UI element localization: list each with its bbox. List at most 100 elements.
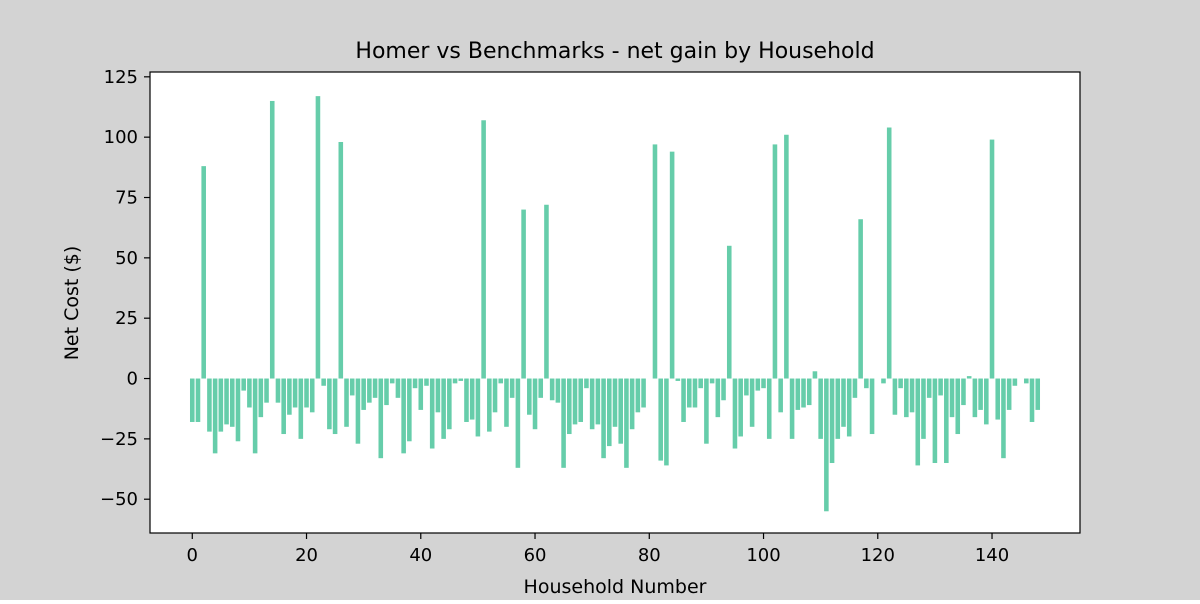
bar-household-26 xyxy=(339,142,344,379)
bar-household-32 xyxy=(373,379,378,398)
bar-household-12 xyxy=(259,379,264,418)
x-tick-label: 60 xyxy=(524,545,547,566)
bar-household-93 xyxy=(721,379,726,401)
bar-household-81 xyxy=(653,144,658,378)
bar-household-69 xyxy=(584,379,589,389)
bar-household-58 xyxy=(521,210,526,379)
bar-household-66 xyxy=(567,379,572,435)
bar-household-7 xyxy=(230,379,235,427)
x-tick-label: 40 xyxy=(409,545,432,566)
bar-household-110 xyxy=(818,379,823,439)
bar-household-33 xyxy=(379,379,384,459)
bar-household-94 xyxy=(727,246,732,379)
bar-household-54 xyxy=(498,379,503,384)
bar-household-43 xyxy=(436,379,441,413)
y-tick-label: −25 xyxy=(100,429,138,450)
bar-household-146 xyxy=(1024,379,1029,384)
bar-household-8 xyxy=(236,379,241,442)
bar-household-67 xyxy=(573,379,578,425)
bar-household-99 xyxy=(756,379,761,391)
bar-household-20 xyxy=(304,379,309,408)
bar-household-79 xyxy=(641,379,646,408)
bar-household-136 xyxy=(967,376,972,378)
bar-household-18 xyxy=(293,379,298,408)
bar-household-119 xyxy=(870,379,875,435)
bar-household-144 xyxy=(1013,379,1018,386)
bar-household-34 xyxy=(384,379,389,406)
bar-household-0 xyxy=(190,379,195,422)
bar-household-3 xyxy=(207,379,212,432)
x-tick-label: 80 xyxy=(638,545,661,566)
bar-household-55 xyxy=(504,379,509,427)
bar-household-115 xyxy=(847,379,852,437)
bar-household-35 xyxy=(390,379,395,384)
bar-household-76 xyxy=(624,379,629,468)
bar-household-137 xyxy=(973,379,978,418)
bar-household-62 xyxy=(544,205,549,379)
bar-household-139 xyxy=(984,379,989,425)
bar-household-78 xyxy=(636,379,641,413)
bar-household-92 xyxy=(716,379,721,418)
bar-household-49 xyxy=(470,379,475,420)
y-tick-label: 50 xyxy=(115,248,138,269)
bar-household-27 xyxy=(344,379,349,427)
bar-household-114 xyxy=(841,379,846,427)
bar-household-131 xyxy=(938,379,943,396)
bar-household-142 xyxy=(1001,379,1006,459)
bar-household-128 xyxy=(921,379,926,439)
bar-household-143 xyxy=(1007,379,1012,410)
plot-area xyxy=(150,72,1080,533)
bar-household-87 xyxy=(687,379,692,408)
bar-household-25 xyxy=(333,379,338,435)
bar-household-38 xyxy=(407,379,412,442)
bar-household-111 xyxy=(824,379,829,512)
bar-household-5 xyxy=(219,379,224,432)
bar-household-88 xyxy=(693,379,698,408)
bar-household-101 xyxy=(767,379,772,439)
x-axis-label: Household Number xyxy=(524,576,707,598)
bar-household-56 xyxy=(510,379,515,398)
y-axis-label: Net Cost ($) xyxy=(61,246,83,361)
bar-household-30 xyxy=(361,379,366,410)
y-tick-label: 125 xyxy=(104,67,138,88)
bar-household-10 xyxy=(247,379,252,408)
bar-household-70 xyxy=(590,379,595,430)
bar-household-11 xyxy=(253,379,258,454)
bar-household-13 xyxy=(264,379,269,403)
bar-household-104 xyxy=(784,135,789,379)
bar-household-113 xyxy=(836,379,841,439)
bar-household-37 xyxy=(401,379,406,454)
bar-household-19 xyxy=(299,379,304,439)
bar-household-122 xyxy=(887,128,892,379)
bar-household-84 xyxy=(670,152,675,379)
bar-household-102 xyxy=(773,144,778,378)
bar-household-126 xyxy=(910,379,915,413)
bar-household-108 xyxy=(807,379,812,406)
bar-household-117 xyxy=(858,219,863,378)
bar-household-59 xyxy=(527,379,532,415)
bar-household-44 xyxy=(441,379,446,439)
bar-household-124 xyxy=(898,379,903,389)
bar-household-60 xyxy=(533,379,538,430)
bar-household-52 xyxy=(487,379,492,432)
bar-household-91 xyxy=(710,379,715,384)
bar-household-95 xyxy=(733,379,738,449)
x-tick-label: 0 xyxy=(187,545,198,566)
bar-household-125 xyxy=(904,379,909,418)
bar-household-98 xyxy=(750,379,755,427)
x-tick-label: 120 xyxy=(861,545,895,566)
bar-household-65 xyxy=(561,379,566,468)
bar-household-39 xyxy=(413,379,418,389)
bar-household-116 xyxy=(853,379,858,398)
bar-household-121 xyxy=(881,379,886,384)
bar-household-63 xyxy=(550,379,555,401)
bar-household-83 xyxy=(664,379,669,466)
bar-household-103 xyxy=(778,379,783,413)
bar-household-112 xyxy=(830,379,835,463)
bar-household-118 xyxy=(864,379,869,389)
bar-household-6 xyxy=(224,379,229,425)
y-tick-label: 0 xyxy=(127,369,138,390)
bar-household-51 xyxy=(481,120,486,378)
bar-household-68 xyxy=(578,379,583,422)
